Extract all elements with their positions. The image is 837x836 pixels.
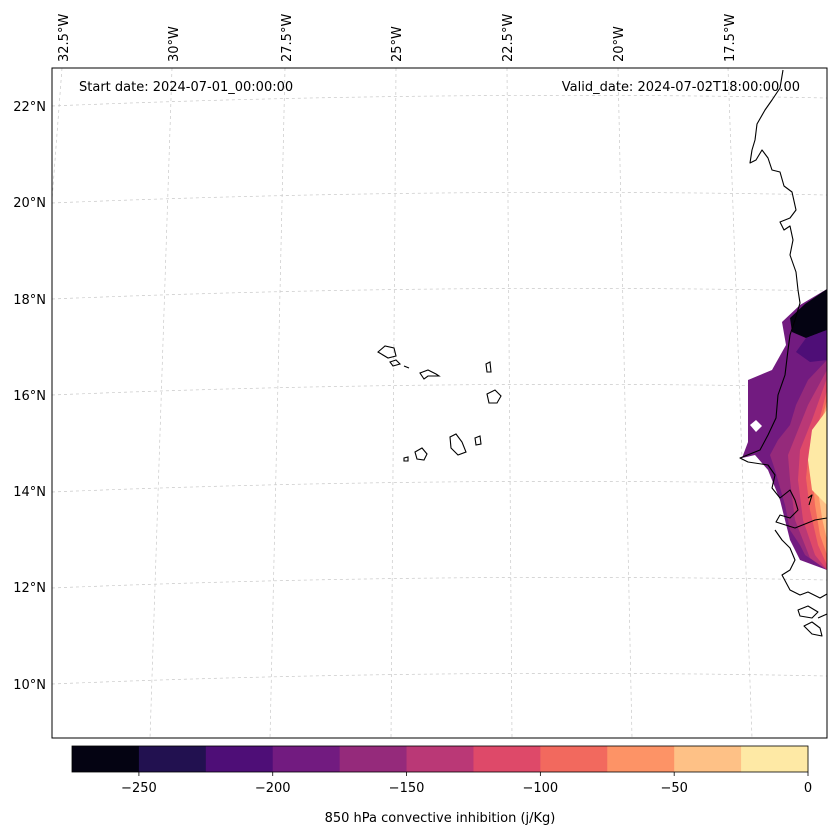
lat-gridline-22n: [52, 94, 827, 107]
colorbar-label: 850 hPa convective inhibition (j/Kg): [325, 811, 556, 826]
lon-label: 25°W: [390, 26, 405, 62]
graticule: [52, 68, 827, 738]
coastline: [739, 69, 827, 637]
lat-gridline-18n: [52, 287, 827, 300]
lon-label: 27.5°W: [280, 14, 295, 62]
colorbar-swatch: [406, 746, 474, 772]
island-sal: [485, 361, 492, 373]
lat-gridline-14n: [52, 480, 827, 493]
colorbar-swatch: [540, 746, 608, 772]
map-area: [52, 68, 827, 738]
lon-gridline-17-5w: [727, 68, 753, 738]
coastline-bijagos-1: [797, 605, 819, 619]
lon-gridline-25w: [390, 68, 397, 738]
colorbar-swatch: [205, 746, 274, 772]
lat-label: 22°N: [13, 100, 46, 115]
lat-label: 20°N: [13, 196, 46, 211]
contour-band-minus-200: [796, 330, 827, 362]
lat-label: 16°N: [13, 389, 46, 404]
colorbar-swatch: [339, 746, 408, 772]
colorbar-swatch: [473, 746, 541, 772]
coastline-guinea-bissau: [774, 529, 827, 599]
colorbar-swatches: [72, 746, 809, 772]
start-date-label: Start date: 2024-07-01_00:00:00: [79, 80, 293, 95]
cin-contours: [742, 289, 827, 570]
colorbar-swatch: [741, 746, 809, 772]
cape-verde-islands: [377, 345, 502, 462]
colorbar-swatch: [138, 746, 207, 772]
island-santa-luzia: [403, 365, 410, 369]
lon-labels: 32.5°W 30°W 27.5°W 25°W 22.5°W 20°W 17.5…: [57, 14, 738, 62]
coastline-bijagos-2: [803, 621, 823, 637]
lon-label: 22.5°W: [501, 14, 516, 62]
island-boa-vista: [486, 389, 502, 404]
coastline-mainland: [739, 69, 827, 529]
colorbar-tick-label: 0: [804, 781, 812, 796]
lon-label: 20°W: [612, 26, 627, 62]
lon-label: 17.5°W: [723, 14, 738, 62]
colorbar-swatch: [674, 746, 742, 772]
lon-gridline-20w: [617, 68, 633, 738]
colorbar-tick-label: −200: [255, 781, 291, 796]
lon-label: 32.5°W: [57, 14, 72, 62]
lat-label: 18°N: [13, 293, 46, 308]
lon-gridline-32-5w: [52, 68, 63, 201]
valid-date-label: Valid_date: 2024-07-02T18:00:00.00: [562, 80, 800, 95]
lon-gridline-27-5w: [269, 68, 286, 738]
lat-label: 10°N: [13, 678, 46, 693]
colorbar-swatch: [272, 746, 341, 772]
island-sao-nicolau: [419, 369, 441, 380]
contour-gap: [750, 420, 762, 432]
colorbar-tick-label: −100: [523, 781, 559, 796]
colorbar-tick-label: −250: [121, 781, 157, 796]
map-frame: [51, 67, 828, 739]
lon-label: 30°W: [167, 26, 182, 62]
lon-gridline-22-5w: [506, 68, 513, 738]
contour-band-minus-250: [790, 289, 827, 338]
colorbar-tick-label: −150: [389, 781, 425, 796]
island-sao-vicente: [389, 359, 402, 367]
lat-label: 12°N: [13, 581, 46, 596]
contour-band-zero: [808, 410, 827, 505]
island-fogo: [414, 447, 428, 461]
coastline-inlet: [807, 494, 813, 506]
colorbar-frame: [71, 745, 809, 773]
lat-labels: 22°N 20°N 18°N 16°N 14°N 12°N 10°N: [13, 100, 46, 693]
island-santo-antao: [377, 345, 397, 359]
colorbar-tick-label: −50: [660, 781, 687, 796]
coastline-bijagos-3: [817, 613, 827, 619]
lat-gridline-12n: [52, 576, 827, 589]
colorbar-swatch: [607, 746, 675, 772]
lat-gridline-10n: [52, 672, 827, 685]
lat-label: 14°N: [13, 485, 46, 500]
island-maio: [474, 435, 482, 446]
lat-gridline-16n: [52, 383, 827, 396]
colorbar-ticks: −250 −200 −150 −100 −50 0: [121, 772, 812, 796]
island-santiago: [449, 433, 467, 456]
colorbar-swatch: [72, 746, 140, 772]
lat-gridline-20n: [52, 191, 827, 204]
island-brava: [403, 456, 409, 462]
lon-gridline-30w: [149, 68, 173, 738]
colorbar: −250 −200 −150 −100 −50 0 850 hPa convective …: [71, 745, 812, 826]
